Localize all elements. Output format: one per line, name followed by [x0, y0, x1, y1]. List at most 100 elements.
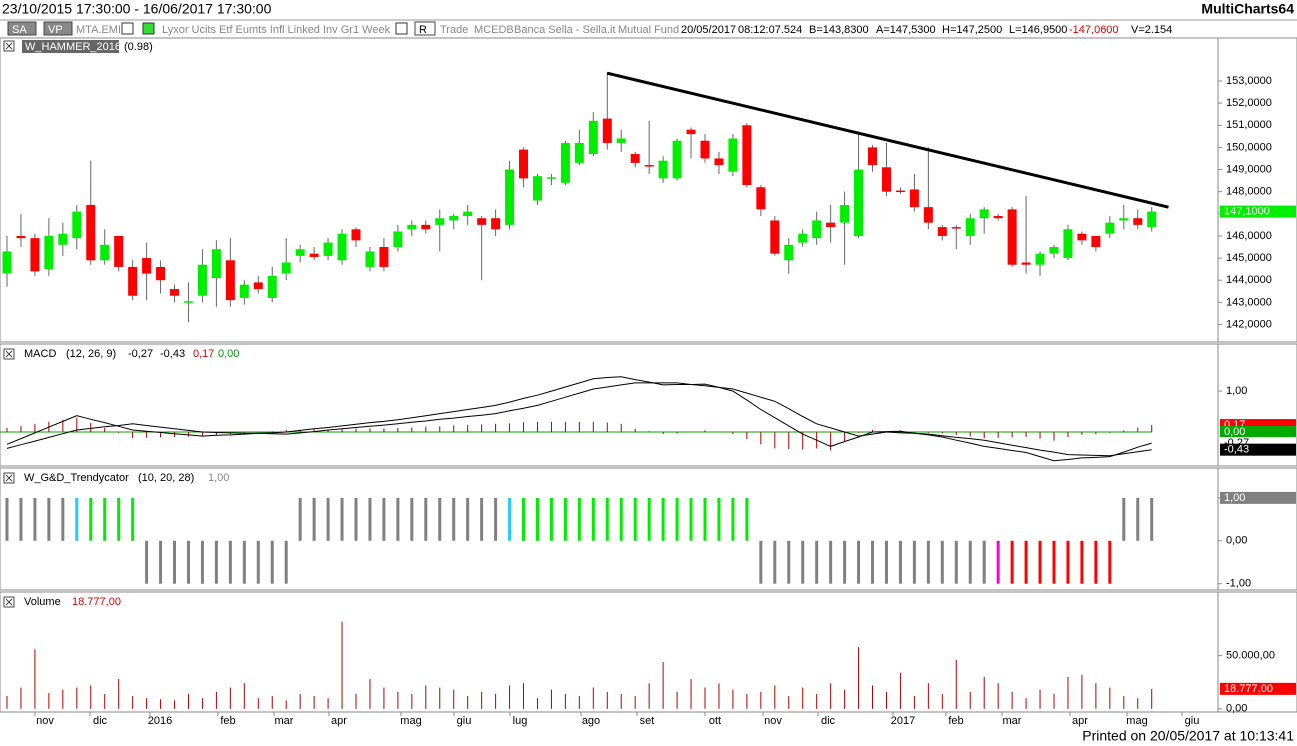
y-tick-label: 148,0000 — [1226, 186, 1272, 198]
x-tick-label: 2016 — [148, 715, 172, 727]
candle-body — [616, 138, 626, 143]
candle-body — [868, 147, 878, 166]
candle-body — [532, 176, 542, 201]
candle-body — [881, 167, 891, 192]
toolbar-item[interactable]: SA — [12, 24, 27, 36]
candle-body — [672, 140, 682, 179]
candle-body — [435, 218, 445, 225]
candle-body — [1007, 209, 1017, 265]
candle-body — [1049, 247, 1059, 254]
value-tag-label: 0,00 — [1224, 426, 1245, 438]
toolbar-item: B=143,8300 — [809, 24, 869, 36]
candle-body — [463, 211, 473, 217]
close-x[interactable] — [5, 474, 13, 482]
toolbar-item: 20/05/2017 — [681, 24, 736, 36]
candle-body — [100, 244, 110, 261]
candle-body — [1133, 218, 1143, 225]
toolbar-item: L=146,9500 — [1009, 24, 1067, 36]
study-name: Volume — [24, 596, 61, 608]
study-name: MACD — [24, 348, 56, 360]
x-tick-label: apr — [1072, 715, 1088, 727]
candle-body — [225, 260, 235, 301]
toolbar-item: H=147,2500 — [942, 24, 1002, 36]
candle-body — [379, 247, 389, 267]
y-tick-label: 145,0000 — [1226, 252, 1272, 264]
study-params: (10, 20, 28) — [138, 472, 194, 484]
candle-body — [239, 284, 249, 298]
candle-body — [756, 187, 766, 210]
x-tick-label: mar — [275, 715, 294, 727]
value-tag — [1220, 682, 1296, 695]
toolbar-button[interactable] — [43, 21, 73, 36]
x-tick-label: dic — [821, 715, 836, 727]
candle-body — [156, 266, 166, 281]
candle-body — [477, 218, 487, 225]
candle-body — [295, 249, 305, 256]
close-x[interactable] — [5, 350, 13, 358]
x-tick-label: dic — [93, 715, 108, 727]
footer: Printed on 20/05/2017 at 10:13:41 — [1082, 728, 1294, 744]
toolbar-item: MCEDB — [474, 24, 514, 36]
toolbar: SA VP MTA.EMI Lyxor Ucits Etf Eumts Infl Li… — [7, 21, 1172, 36]
toolbar-item: V=2.154 — [1131, 24, 1172, 36]
app-name: MultiCharts64 — [1201, 1, 1294, 17]
y-tick-label: 153,0000 — [1226, 75, 1272, 87]
candle-body — [267, 275, 277, 298]
candle-body — [393, 231, 403, 248]
value-tag-label: -0,43 — [1224, 444, 1249, 456]
candle-body — [491, 218, 501, 230]
x-tick-label: nov — [764, 715, 782, 727]
candle-body — [72, 211, 82, 239]
macd-line — [6, 376, 1152, 462]
candle-body — [1147, 211, 1157, 228]
candle-body — [574, 142, 584, 163]
study-value: 18.777,00 — [72, 596, 121, 608]
toolbar-button[interactable] — [7, 21, 37, 36]
toolbar-item: 1 Week — [353, 24, 391, 36]
candle-body — [16, 235, 26, 239]
value-tag-label: 147,1000 — [1224, 205, 1270, 217]
candle-body — [519, 149, 529, 179]
toolbar-item: A=147,5300 — [876, 24, 936, 36]
candle-body — [923, 207, 933, 223]
candle-body — [449, 216, 459, 221]
x-tick-label: giu — [457, 715, 472, 727]
toolbar-button[interactable] — [414, 21, 436, 36]
candle-body — [337, 233, 347, 261]
x-tick-label: ott — [709, 715, 721, 727]
candle-body — [281, 262, 291, 274]
trendline — [606, 71, 1169, 209]
y-tick-label: 149,0000 — [1226, 163, 1272, 175]
dropdown[interactable] — [121, 22, 134, 35]
x-tick-label: set — [640, 715, 655, 727]
toolbar-item: Banca Sella - Sella.it — [514, 24, 616, 36]
candle-body — [505, 169, 515, 225]
candle-body — [630, 154, 640, 163]
y-tick-label: 0,00 — [1226, 535, 1247, 547]
study-name: W_G&D_Trendycator — [24, 472, 129, 484]
study-params: (12, 26, 9) — [66, 348, 116, 360]
close-x[interactable] — [5, 598, 13, 606]
candle-body — [784, 244, 794, 261]
candle-body — [560, 142, 570, 183]
close-x[interactable] — [5, 42, 13, 50]
candle-body — [309, 253, 319, 257]
x-tick-label: giu — [1185, 715, 1200, 727]
checkbox[interactable] — [142, 22, 155, 35]
toolbar-item[interactable]: R — [419, 24, 427, 36]
dropdown[interactable] — [395, 22, 408, 35]
candle-body — [826, 222, 836, 228]
x-tick-label: apr — [331, 715, 347, 727]
candle-body — [965, 218, 975, 236]
candle-body — [1063, 229, 1073, 259]
x-tick-label: 2017 — [891, 715, 915, 727]
toolbar-item[interactable]: VP — [48, 24, 63, 36]
signal-line — [6, 382, 1152, 457]
study-value: (0.98) — [124, 41, 153, 53]
candle-body — [546, 177, 556, 179]
y-tick-label: 144,0000 — [1226, 274, 1272, 286]
candle-body — [588, 120, 598, 155]
candle-body — [686, 129, 696, 135]
value-tag — [1220, 426, 1296, 439]
